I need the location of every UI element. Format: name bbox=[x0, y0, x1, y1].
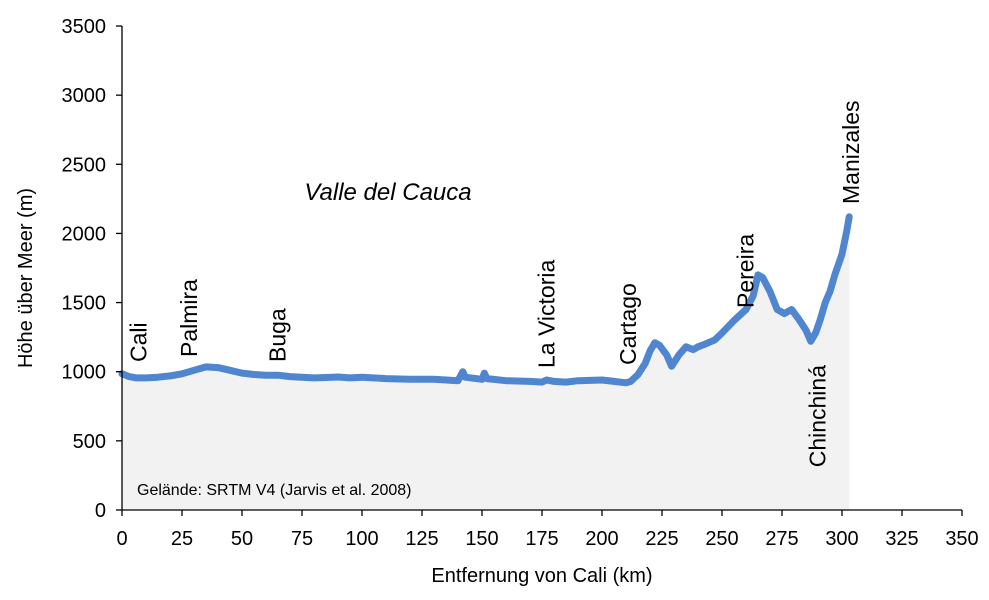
x-axis-title: Entfernung von Cali (km) bbox=[431, 565, 652, 587]
x-tick-label: 75 bbox=[291, 528, 313, 550]
x-tick-label: 100 bbox=[345, 528, 378, 550]
x-tick-label: 125 bbox=[405, 528, 438, 550]
region-label: Valle del Cauca bbox=[304, 179, 471, 206]
x-tick-label: 0 bbox=[116, 528, 127, 550]
x-tick-label: 250 bbox=[705, 528, 738, 550]
plot-area bbox=[118, 213, 853, 511]
x-tick-label: 150 bbox=[465, 528, 498, 550]
y-axis-ticks: 0 500 1000 1500 2000 2500 3000 3500 bbox=[62, 16, 122, 522]
y-tick-label: 2500 bbox=[62, 154, 107, 176]
x-tick-label: 25 bbox=[171, 528, 193, 550]
x-tick-label: 325 bbox=[885, 528, 918, 550]
y-tick-label: 2000 bbox=[62, 223, 107, 245]
y-tick-label: 3000 bbox=[62, 85, 107, 107]
source-note: Gelände: SRTM V4 (Jarvis et al. 2008) bbox=[137, 482, 412, 499]
y-tick-label: 0 bbox=[95, 500, 106, 522]
y-axis-title: Höhe über Meer (m) bbox=[15, 188, 37, 368]
place-labels: Cali Palmira Buga La Victoria Cartago Pereira… bbox=[125, 100, 864, 467]
x-tick-label: 200 bbox=[585, 528, 618, 550]
place-label-buga: Buga bbox=[265, 308, 291, 362]
y-tick-label: 500 bbox=[73, 431, 106, 453]
place-label-palmira: Palmira bbox=[176, 279, 202, 357]
place-label-manizales: Manizales bbox=[838, 100, 864, 204]
x-tick-label: 50 bbox=[231, 528, 253, 550]
y-tick-label: 3500 bbox=[62, 16, 107, 38]
place-label-cali: Cali bbox=[125, 322, 151, 362]
x-axis-ticks: 0 25 50 75 100 125 150 175 200 225 250 275 300 325 350 bbox=[116, 510, 979, 550]
elevation-profile-line bbox=[118, 213, 853, 387]
x-tick-label: 175 bbox=[525, 528, 558, 550]
elevation-area-fill bbox=[122, 216, 850, 511]
x-tick-label: 300 bbox=[825, 528, 858, 550]
place-label-chinchin-: Chinchiná bbox=[805, 365, 831, 467]
x-tick-label: 225 bbox=[645, 528, 678, 550]
x-tick-label: 350 bbox=[945, 528, 978, 550]
place-label-cartago: Cartago bbox=[615, 283, 641, 365]
place-label-la-victoria: La Victoria bbox=[533, 260, 559, 368]
y-tick-label: 1500 bbox=[62, 293, 107, 315]
y-tick-label: 1000 bbox=[62, 362, 107, 384]
x-tick-label: 275 bbox=[765, 528, 798, 550]
place-label-pereira: Pereira bbox=[733, 234, 759, 308]
